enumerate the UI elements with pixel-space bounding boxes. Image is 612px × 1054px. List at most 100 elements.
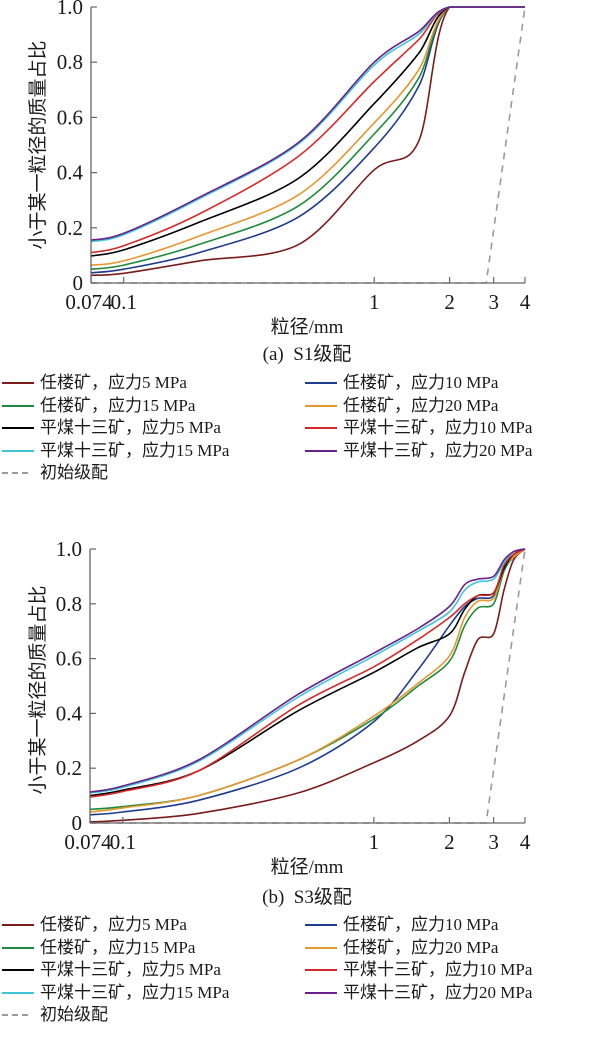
legend-swatch — [2, 382, 34, 385]
y-tick-label: 0 — [73, 271, 84, 295]
legend-label: 平煤十三矿，应力15 MPa — [40, 982, 230, 1002]
chart-b-line-7 — [89, 548, 526, 793]
chart-b-xlabel: 粒径/mm — [271, 856, 344, 878]
chart-a-ylabel: 小于某一粒径的质量占比 — [27, 40, 49, 249]
y-tick-label: 1.0 — [56, 537, 82, 561]
y-tick-label: 0.2 — [57, 216, 83, 240]
x-tick-label: 0.1 — [111, 290, 137, 314]
legend-item: 任楼矿，应力10 MPa — [305, 372, 498, 395]
x-tick-label: 3 — [488, 830, 499, 854]
chart-a-line-2 — [90, 6, 525, 270]
legend-label: 任楼矿，应力15 MPa — [40, 937, 196, 957]
legend-label: 平煤十三矿，应力20 MPa — [343, 982, 533, 1002]
legend-swatch — [2, 404, 34, 407]
chart-a-line-4 — [90, 6, 525, 257]
chart-a-lines — [90, 6, 526, 284]
legend-swatch — [305, 404, 337, 407]
legend-label: 任楼矿，应力5 MPa — [40, 915, 187, 934]
legend-swatch — [305, 991, 337, 994]
legend-swatch — [305, 946, 337, 949]
chart-b-line-6 — [89, 548, 526, 794]
legend-item: 平煤十三矿，应力5 MPa — [2, 959, 221, 982]
legend-swatch — [2, 1014, 28, 1017]
chart-b-line-1 — [89, 548, 526, 816]
legend-item: 平煤十三矿，应力15 MPa — [2, 982, 229, 1005]
legend-swatch — [2, 427, 34, 430]
x-tick-label: 2 — [444, 290, 455, 314]
x-tick-label: 0.074 — [64, 830, 112, 854]
chart-a-line-5 — [90, 6, 525, 254]
legend-swatch — [305, 924, 337, 927]
y-tick-label: 0.6 — [56, 647, 82, 671]
x-tick-label: 1 — [369, 830, 380, 854]
legend-swatch — [2, 472, 28, 475]
chart-b-title: (b) S3级配 — [262, 886, 352, 908]
legend-swatch — [2, 924, 34, 927]
legend-swatch — [2, 946, 34, 949]
legend-item: 初始级配 — [2, 462, 108, 485]
x-tick-label: 4 — [520, 290, 531, 314]
chart-a-title: (a) S1级配 — [263, 343, 352, 365]
legend-item: 任楼矿，应力15 MPa — [2, 937, 195, 960]
legend-item: 任楼矿，应力5 MPa — [2, 914, 187, 937]
y-tick-label: 0.8 — [57, 50, 83, 74]
legend-label: 任楼矿，应力15 MPa — [40, 395, 196, 415]
legend-label: 平煤十三矿，应力20 MPa — [343, 440, 533, 460]
x-tick-label: 0.074 — [65, 290, 113, 314]
legend-item: 平煤十三矿，应力10 MPa — [305, 959, 532, 982]
legend-item: 任楼矿，应力20 MPa — [305, 395, 498, 418]
x-tick-label: 4 — [520, 830, 531, 854]
legend-swatch — [305, 449, 337, 452]
legend-label: 任楼矿，应力10 MPa — [343, 915, 499, 934]
x-tick-label: 2 — [444, 830, 455, 854]
y-tick-label: 0.4 — [57, 161, 84, 185]
y-tick-label: 0.6 — [57, 105, 83, 129]
legend-swatch — [305, 969, 337, 972]
legend-item: 任楼矿，应力20 MPa — [305, 937, 498, 960]
y-tick-label: 1.0 — [57, 0, 83, 19]
legend-item: 任楼矿，应力10 MPa — [305, 914, 498, 937]
legend-item: 初始级配 — [2, 1004, 108, 1027]
legend-label: 初始级配 — [40, 463, 108, 482]
legend-label: 平煤十三矿，应力5 MPa — [40, 960, 221, 979]
x-tick-label: 1 — [369, 290, 380, 314]
legend-label: 任楼矿，应力20 MPa — [343, 395, 499, 415]
legend-item: 平煤十三矿，应力20 MPa — [305, 440, 532, 463]
chart-a-line-0 — [90, 6, 525, 277]
legend-label: 初始级配 — [40, 1005, 108, 1024]
chart-a-line-8 — [91, 6, 526, 284]
y-tick-label: 0.4 — [56, 701, 83, 725]
chart-a-line-6 — [90, 6, 525, 243]
y-tick-label: 0.8 — [56, 592, 82, 616]
chart-b-line-4 — [89, 548, 526, 797]
chart-b-line-2 — [89, 548, 526, 811]
legend-label: 任楼矿，应力20 MPa — [343, 937, 499, 957]
chart-b-lines — [89, 548, 526, 824]
x-tick-label: 3 — [488, 290, 499, 314]
legend-label: 平煤十三矿，应力10 MPa — [343, 418, 533, 437]
legend-item: 平煤十三矿，应力10 MPa — [305, 417, 532, 440]
legend-item: 平煤十三矿，应力15 MPa — [2, 440, 229, 463]
chart-a-line-7 — [90, 6, 525, 241]
legend-item: 任楼矿，应力15 MPa — [2, 395, 195, 418]
y-tick-label: 0.2 — [56, 756, 82, 780]
chart-b-line-5 — [89, 548, 526, 798]
legend-swatch — [2, 449, 34, 452]
legend-item: 平煤十三矿，应力5 MPa — [2, 417, 221, 440]
x-tick-label: 0.1 — [110, 830, 136, 854]
chart-a-line-3 — [90, 6, 525, 266]
chart-b-line-0 — [89, 548, 526, 823]
legend-label: 平煤十三矿，应力10 MPa — [343, 960, 533, 979]
chart-b-line-3 — [89, 548, 526, 813]
legend-label: 任楼矿，应力10 MPa — [343, 373, 499, 392]
legend-label: 任楼矿，应力5 MPa — [40, 373, 187, 392]
legend-swatch — [305, 427, 337, 430]
legend-item: 任楼矿，应力5 MPa — [2, 372, 187, 395]
y-tick-label: 0 — [72, 811, 83, 835]
legend-label: 平煤十三矿，应力15 MPa — [40, 440, 230, 460]
legend-item: 平煤十三矿，应力20 MPa — [305, 982, 532, 1005]
